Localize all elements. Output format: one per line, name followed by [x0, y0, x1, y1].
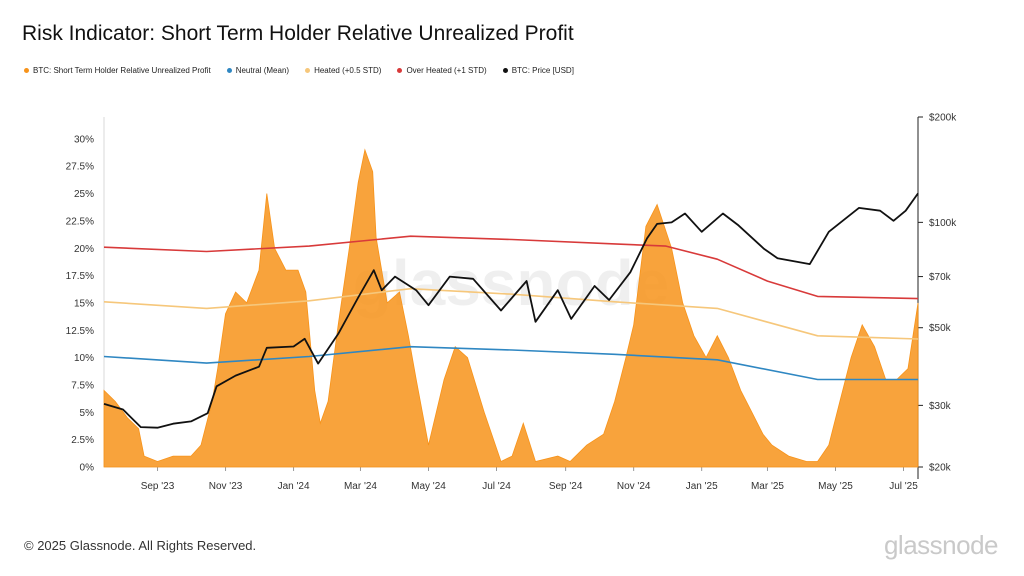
series-area-strup: [103, 148, 919, 468]
legend-swatch-heated: [305, 68, 311, 73]
legend-item-neutral[interactable]: Neutral (Mean): [226, 66, 290, 75]
y-tick-label-left: 7.5%: [71, 380, 94, 391]
y-tick-label-left: 20%: [74, 244, 94, 255]
y-tick-label-left: 0%: [80, 463, 95, 474]
legend-label-neutral: Neutral (Mean): [235, 66, 290, 75]
legend-label-price: BTC: Price [USD]: [511, 66, 574, 75]
legend-swatch-overheated: [397, 68, 403, 73]
y-tick-label-left: 17.5%: [66, 271, 94, 282]
legend-swatch-strup: [24, 68, 29, 73]
brand-logo: glassnode: [883, 530, 999, 560]
x-tick-label: Mar '24: [344, 481, 377, 492]
legend-item-strup[interactable]: BTC: Short Term Holder Relative Unrealiz…: [24, 66, 211, 75]
legend-label-strup: BTC: Short Term Holder Relative Unrealiz…: [33, 66, 211, 75]
y-tick-label-left: 12.5%: [66, 326, 94, 337]
series-line-heated: [103, 287, 919, 340]
x-tick-label: Jan '25: [686, 481, 718, 492]
legend-label-heated: Heated (+0.5 STD): [314, 66, 382, 75]
y-tick-label-right: $20k: [929, 463, 952, 474]
y-tick-label-left: 30%: [74, 134, 94, 145]
y-tick-label-right: $30k: [929, 401, 952, 412]
y-tick-label-left: 10%: [74, 353, 94, 364]
x-tick-label: Mar '25: [751, 481, 784, 492]
y-tick-label-right: $70k: [929, 272, 952, 283]
x-tick-label: May '25: [818, 481, 853, 492]
legend-item-price[interactable]: BTC: Price [USD]: [502, 66, 574, 75]
y-tick-label-left: 25%: [74, 189, 94, 200]
chart-title: Risk Indicator: Short Term Holder Relati…: [22, 22, 574, 45]
x-tick-label: May '24: [411, 481, 446, 492]
y-tick-label-right: $200k: [929, 113, 957, 124]
y-tick-label-left: 2.5%: [71, 435, 94, 446]
x-tick-label: Jan '24: [278, 481, 310, 492]
x-tick-label: Sep '24: [549, 481, 583, 492]
y-tick-label-right: $100k: [929, 218, 957, 229]
series-line-price: [103, 192, 919, 429]
copyright-text: © 2025 Glassnode. All Rights Reserved.: [24, 538, 257, 553]
legend-swatch-price: [502, 68, 508, 73]
legend-item-overheated[interactable]: Over Heated (+1 STD): [397, 66, 487, 75]
legend-swatch-neutral: [226, 68, 232, 73]
y-tick-label-left: 5%: [80, 408, 95, 419]
x-tick-label: Nov '23: [209, 481, 243, 492]
x-tick-label: Jul '24: [482, 481, 511, 492]
x-tick-label: Sep '23: [141, 481, 175, 492]
y-tick-label-left: 27.5%: [66, 162, 94, 173]
series-line-overheated: [103, 235, 919, 300]
y-tick-label-right: $50k: [929, 323, 952, 334]
x-tick-label: Jul '25: [889, 481, 918, 492]
series-line-neutral: [103, 345, 918, 381]
y-tick-label-left: 22.5%: [66, 216, 94, 227]
x-tick-label: Nov '24: [617, 481, 651, 492]
y-tick-label-left: 15%: [74, 298, 94, 309]
legend-label-overheated: Over Heated (+1 STD): [406, 66, 487, 75]
chart-legend: BTC: Short Term Holder Relative Unrealiz…: [24, 66, 574, 75]
legend-item-heated[interactable]: Heated (+0.5 STD): [305, 66, 381, 75]
